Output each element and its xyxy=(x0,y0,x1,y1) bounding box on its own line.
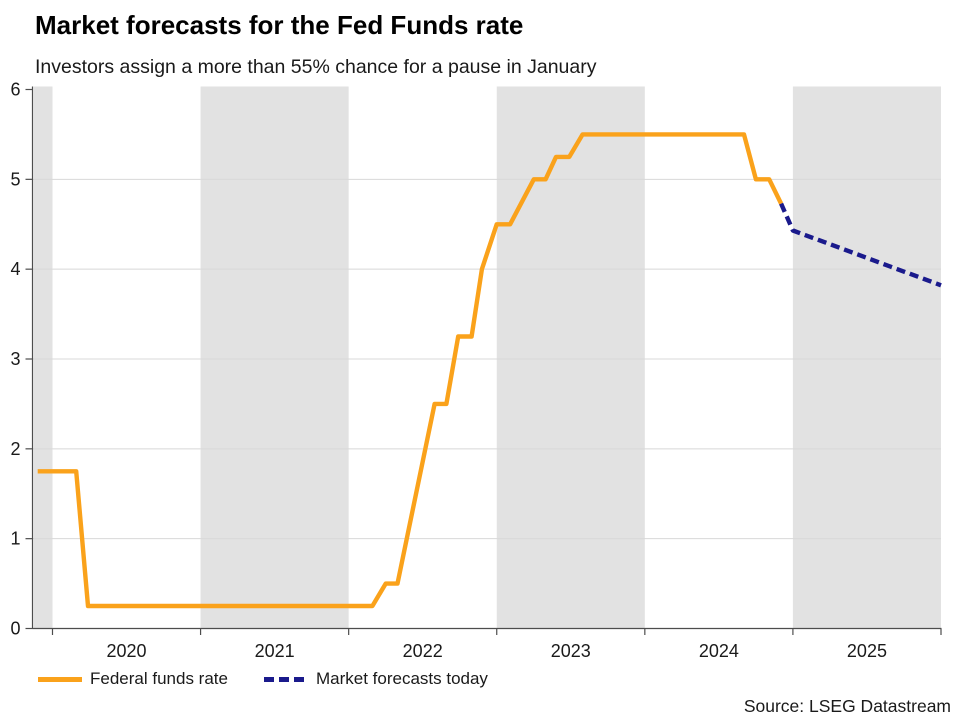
series-federal-funds-rate xyxy=(37,132,784,609)
y-tick-label: 3 xyxy=(10,349,20,369)
chart-title: Market forecasts for the Fed Funds rate xyxy=(35,10,524,40)
y-tick-label: 5 xyxy=(10,169,20,189)
chart-legend: Federal funds rate Market forecasts toda… xyxy=(38,668,488,690)
shaded-year-band xyxy=(792,86,941,629)
x-tick-label: 2020 xyxy=(107,641,147,661)
legend-item-market-forecasts: Market forecasts today xyxy=(263,669,488,689)
legend-item-federal-funds-rate: Federal funds rate xyxy=(38,669,228,689)
legend-label: Market forecasts today xyxy=(315,669,488,688)
shaded-year-band xyxy=(33,86,53,629)
y-tick-label: 6 xyxy=(10,80,20,100)
shaded-year-band xyxy=(496,86,645,629)
series-market-forecasts-today xyxy=(779,202,942,288)
x-tick-label: 2021 xyxy=(255,641,295,661)
x-tick-label: 2024 xyxy=(699,641,739,661)
legend-label: Federal funds rate xyxy=(90,669,228,688)
x-tick-label: 2023 xyxy=(551,641,591,661)
solid-line-swatch-icon xyxy=(38,676,82,682)
x-tick-label: 2022 xyxy=(403,641,443,661)
source-attribution: Source: LSEG Datastream xyxy=(743,696,951,716)
x-tick-label: 2025 xyxy=(847,641,887,661)
y-tick-label: 4 xyxy=(10,259,20,279)
chart-subtitle: Investors assign a more than 55% chance … xyxy=(35,56,597,78)
shaded-year-band xyxy=(200,86,349,629)
y-tick-label: 2 xyxy=(10,439,20,459)
y-tick-label: 1 xyxy=(10,529,20,549)
y-tick-label: 0 xyxy=(10,619,20,639)
dashed-line-swatch-icon xyxy=(263,676,308,682)
